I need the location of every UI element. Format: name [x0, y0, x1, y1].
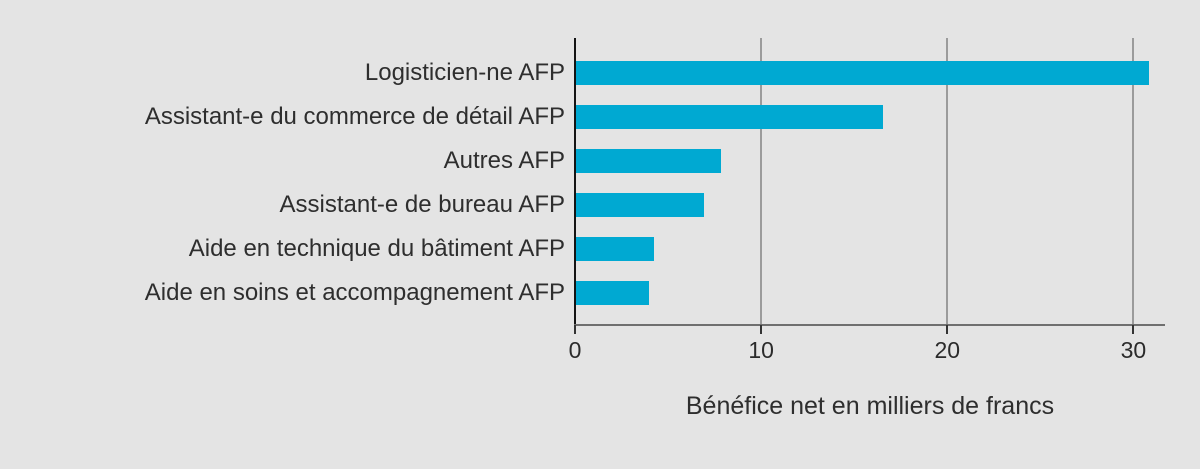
bar [576, 281, 649, 305]
bar [576, 237, 654, 261]
gridline [1132, 38, 1135, 325]
x-axis-line [574, 324, 1165, 326]
category-label: Assistant-e de bureau AFP [279, 191, 566, 218]
bar [576, 193, 704, 217]
bar [576, 61, 1149, 85]
plot-area: 0 10 20 30 [569, 38, 1165, 363]
y-axis-category-labels: Logisticien-ne AFP Assistant-e du commerc… [0, 38, 565, 325]
x-axis-tick [760, 325, 763, 334]
x-axis-tick [946, 325, 949, 334]
x-axis-tick-label: 30 [1120, 337, 1147, 363]
category-label: Autres AFP [443, 147, 565, 174]
x-axis-tick-label: 0 [568, 337, 582, 363]
bar [576, 105, 883, 129]
x-axis-tick [1132, 325, 1135, 334]
category-label: Aide en soins et accompagnement AFP [144, 279, 565, 306]
bar [576, 149, 721, 173]
x-axis-tick [574, 325, 576, 334]
gridline [760, 38, 763, 325]
x-axis-tick-label: 10 [748, 337, 774, 363]
category-label: Aide en technique du bâtiment AFP [188, 235, 565, 262]
y-axis-line [574, 38, 576, 325]
category-label: Logisticien-ne AFP [364, 59, 565, 86]
gridline [946, 38, 949, 325]
x-axis-tick-label: 20 [934, 337, 961, 363]
x-axis-title: Bénéfice net en milliers de francs [685, 392, 1055, 420]
category-label: Assistant-e du commerce de détail AFP [144, 103, 565, 130]
